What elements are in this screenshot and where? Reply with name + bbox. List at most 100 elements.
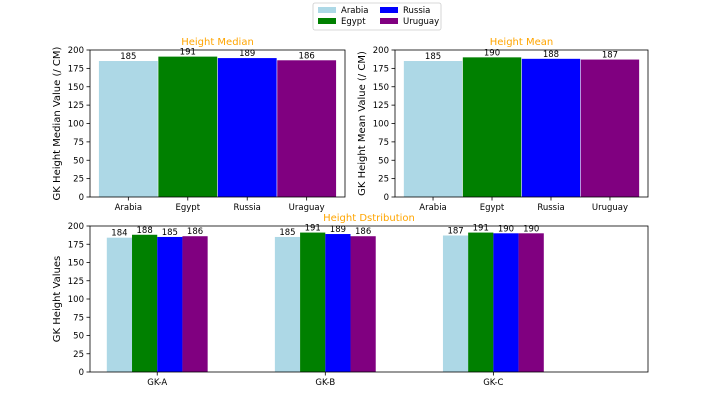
- plot-frame: [394, 49, 649, 198]
- chart-panel-3: 0 25 50 75 100 125 150 175 200 Height Dstribution…: [52, 213, 649, 388]
- x-tick-label: Arabia: [115, 203, 142, 213]
- y-tick-label: 175: [373, 64, 389, 74]
- bar-value-label: 186: [299, 51, 315, 61]
- bar-value-label: 185: [279, 228, 295, 238]
- y-tick-label: 125: [68, 277, 84, 287]
- bar-value-label: 186: [355, 227, 371, 237]
- y-tick-label: 150: [68, 259, 84, 269]
- plot-frame: [89, 49, 346, 198]
- y-tick-label: 175: [68, 240, 84, 250]
- bar-value-label: 186: [187, 227, 203, 237]
- y-tick-label: 100: [68, 120, 84, 130]
- x-tick-label: Russia: [234, 203, 261, 213]
- legend-label-uruguay: Uruguay: [403, 17, 439, 27]
- bar-value-label: 191: [305, 224, 321, 234]
- legend-label-egypt: Egypt: [341, 17, 366, 27]
- y-tick-label: 150: [373, 83, 389, 93]
- bar-value-label: 190: [484, 48, 500, 58]
- legend-swatch-uruguay: [380, 18, 398, 24]
- y-tick-label: 100: [68, 295, 84, 305]
- legend-frame: [312, 2, 442, 31]
- chart-panel-2: 0 25 50 75 100 125 150 175 200 Height Mean GK Heig…: [357, 37, 649, 213]
- y-tick-label: 200: [373, 46, 389, 56]
- bar-uruguay-gk-a: [182, 236, 208, 372]
- bar-value-label: 188: [137, 226, 153, 236]
- bar-value-label: 185: [120, 52, 136, 62]
- y-tick-label: 0: [384, 193, 389, 203]
- bar-egypt-gk-b: [300, 232, 326, 372]
- bar-russia: [217, 58, 277, 198]
- bar-value-label: 184: [111, 229, 127, 239]
- bar-value-label: 185: [162, 228, 178, 238]
- y-tick-label: 25: [378, 175, 389, 185]
- y-tick-label: 150: [68, 83, 84, 93]
- bar-value-label: 190: [498, 224, 514, 234]
- chart-panel-1: 0 25 50 75 100 125 150 175 200 Height Median GK He…: [52, 37, 346, 213]
- x-tick-label: Egypt: [176, 203, 201, 213]
- bar-value-label: 188: [543, 50, 559, 60]
- y-tick-label: 50: [73, 332, 84, 342]
- bar-value-label: 187: [602, 51, 618, 61]
- x-tick-label: Arabia: [419, 203, 446, 213]
- y-axis-label: GK Height Mean Value (/ CM): [357, 51, 368, 196]
- bar-value-label: 191: [473, 224, 489, 234]
- y-tick-label: 0: [79, 368, 84, 378]
- y-tick-label: 175: [68, 64, 84, 74]
- legend-label-russia: Russia: [403, 6, 430, 16]
- y-tick-label: 50: [73, 156, 84, 166]
- bar-egypt: [158, 56, 218, 197]
- y-tick-label: 75: [73, 313, 84, 323]
- plot-frame: [89, 225, 649, 373]
- x-tick-label: Russia: [537, 203, 564, 213]
- bar-value-label: 189: [330, 225, 346, 235]
- bar-value-label: 185: [425, 52, 441, 62]
- chart-title: Height Dstribution: [323, 213, 415, 224]
- legend-label-arabia: Arabia: [341, 6, 368, 16]
- legend-swatch-egypt: [318, 18, 336, 24]
- bar-egypt-gk-a: [132, 234, 158, 372]
- y-tick-label: 25: [73, 175, 84, 185]
- bar-russia-gk-b: [325, 234, 351, 372]
- y-tick-label: 0: [79, 193, 84, 203]
- bar-russia-gk-c: [493, 233, 519, 372]
- x-tick-label: Egypt: [480, 203, 505, 213]
- y-tick-label: 125: [373, 101, 389, 111]
- x-tick-label: Uraguay: [289, 203, 325, 213]
- y-tick-label: 25: [73, 350, 84, 360]
- bar-arabia: [403, 61, 463, 198]
- x-tick-label: GK-C: [483, 378, 503, 388]
- bar-egypt-gk-c: [468, 232, 494, 372]
- x-tick-label: GK-B: [315, 378, 335, 388]
- y-tick-label: 50: [378, 156, 389, 166]
- bar-russia: [521, 58, 581, 197]
- bar-russia-gk-a: [157, 236, 183, 372]
- bar-uruguay: [580, 59, 640, 198]
- bar-value-label: 190: [523, 224, 539, 234]
- bar-value-label: 187: [447, 226, 463, 236]
- y-tick-label: 75: [73, 138, 84, 148]
- y-tick-label: 200: [68, 46, 84, 56]
- y-tick-label: 100: [373, 120, 389, 130]
- legend-swatch-arabia: [318, 7, 336, 13]
- y-axis-label: GK Height Median Value (/ CM): [52, 46, 63, 200]
- chart-title: Height Median: [181, 37, 254, 48]
- bar-value-label: 191: [180, 48, 196, 58]
- y-tick-label: 125: [68, 101, 84, 111]
- y-tick-label: 200: [68, 222, 84, 232]
- bar-uruguay-gk-c: [518, 233, 544, 372]
- bar-value-label: 189: [239, 49, 255, 59]
- bar-arabia-gk-a: [106, 237, 133, 372]
- bar-arabia-gk-b: [274, 236, 301, 372]
- y-tick-label: 75: [378, 138, 389, 148]
- bar-uraguay: [277, 60, 337, 197]
- x-tick-label: Uruguay: [592, 203, 628, 213]
- legend-swatch-russia: [380, 7, 398, 13]
- bar-uruguay-gk-b: [350, 236, 376, 372]
- bar-egypt: [462, 57, 522, 197]
- y-axis-label: GK Height Values: [52, 256, 63, 342]
- x-tick-label: GK-A: [147, 378, 167, 388]
- bar-arabia-gk-c: [442, 235, 469, 372]
- bar-arabia: [98, 61, 158, 198]
